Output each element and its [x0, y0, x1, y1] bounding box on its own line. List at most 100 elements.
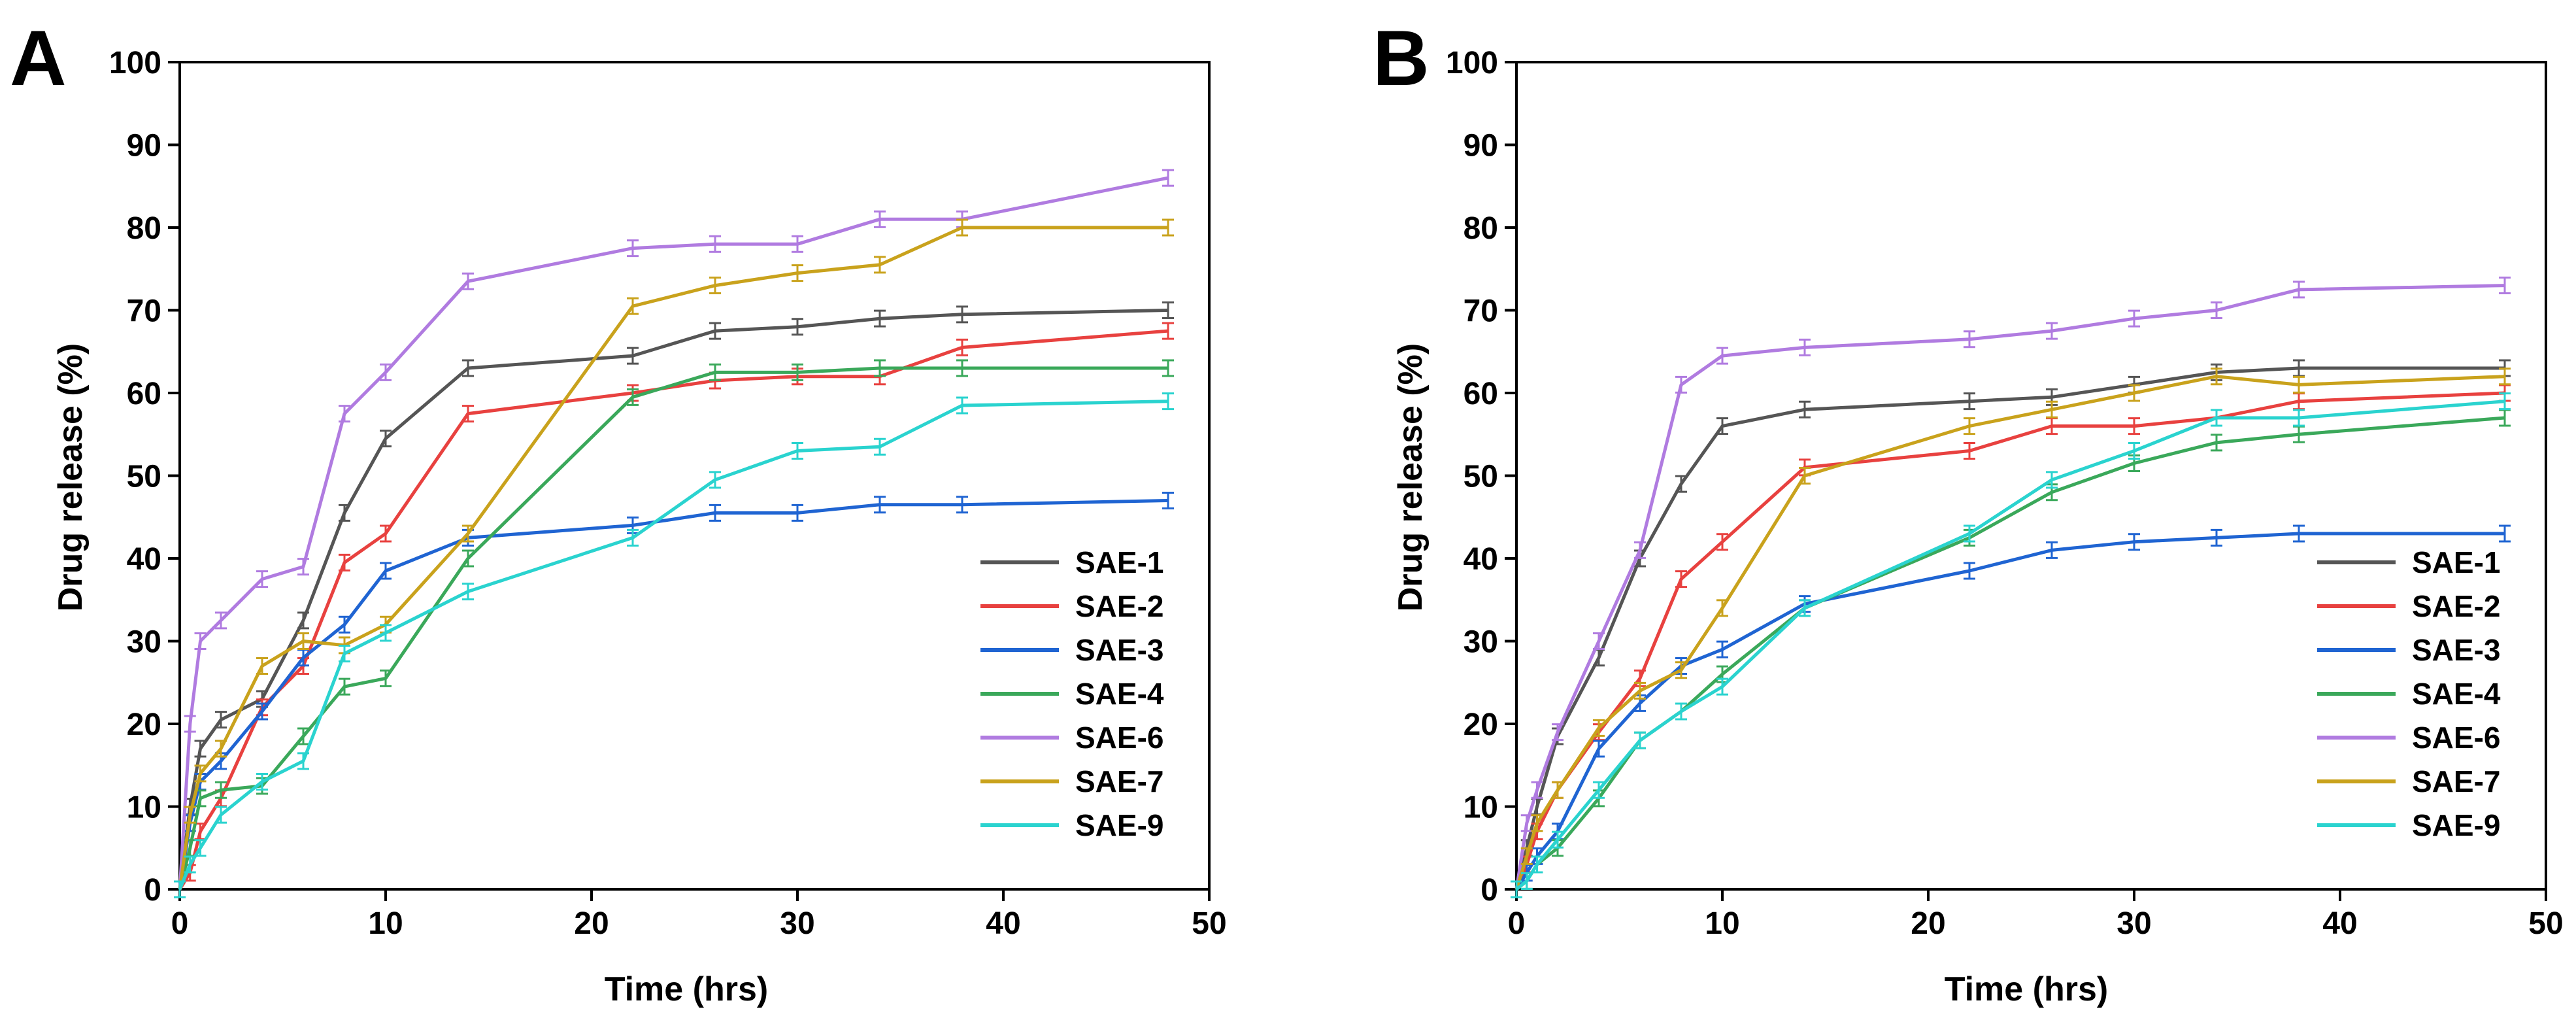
series-line-sae-6 [1514, 284, 2505, 890]
data-point-sae-4 [339, 677, 350, 696]
x-tick-label: 30 [2116, 906, 2151, 941]
data-point-sae-7 [1593, 719, 1605, 737]
data-point-sae-9 [956, 396, 968, 415]
data-point-sae-7 [2128, 384, 2140, 402]
data-point-sae-4 [462, 549, 474, 568]
data-point-sae-4 [627, 388, 639, 406]
data-point-sae-6 [1716, 347, 1728, 365]
series-line-sae-9 [1515, 400, 2505, 891]
data-point-sae-7 [194, 764, 207, 783]
x-tick-label: 20 [574, 906, 609, 941]
y-tick-label: 50 [127, 460, 161, 494]
data-point-sae-7 [215, 740, 227, 758]
legend-label-sae-2: SAE-2 [2412, 589, 2500, 623]
y-tick-label: 20 [127, 708, 161, 742]
data-point-sae-6 [380, 363, 392, 381]
data-point-sae-7 [2293, 375, 2305, 394]
legend-label-sae-1: SAE-1 [2412, 545, 2500, 579]
data-point-sae-1 [1716, 417, 1728, 435]
data-point-sae-3 [2128, 533, 2140, 551]
x-tick-label: 10 [368, 906, 403, 941]
data-point-sae-1 [1799, 400, 1811, 418]
y-axis-title-b: Drug release (%) [1392, 343, 1430, 611]
x-tick-label: 10 [1705, 906, 1739, 941]
data-point-sae-9 [297, 752, 309, 770]
data-point-sae-6 [2293, 281, 2305, 299]
data-point-sae-9 [792, 442, 803, 460]
data-point-sae-3 [1593, 740, 1605, 758]
y-tick-label: 40 [1464, 542, 1498, 577]
data-point-sae-7 [1552, 781, 1564, 799]
data-point-sae-9 [339, 644, 350, 662]
y-tick-label: 100 [1446, 46, 1498, 80]
data-point-sae-9 [1675, 702, 1687, 721]
panel-a: A 0 10 20 30 40 50 60 70 80 90 100 0 10 20 30 40 50 SAE-1… [10, 14, 1227, 1008]
panel-letter-a: A [10, 14, 67, 102]
y-axis-title-a: Drug release (%) [52, 343, 90, 611]
data-point-sae-9 [462, 583, 474, 601]
y-tick-label: 70 [1464, 294, 1498, 329]
series-line-sae-2 [178, 329, 1169, 891]
data-point-sae-7 [1634, 681, 1646, 700]
x-tick-label: 0 [171, 906, 189, 941]
x-tick-label: 0 [1508, 906, 1526, 941]
data-point-sae-9 [627, 528, 639, 547]
x-tick-label: 40 [2322, 906, 2357, 941]
data-point-sae-9 [1964, 524, 1975, 543]
data-point-sae-6 [1675, 375, 1687, 394]
data-point-sae-1 [709, 322, 721, 340]
data-point-sae-1 [339, 503, 350, 522]
data-point-sae-6 [1531, 781, 1543, 799]
data-point-sae-3 [956, 496, 968, 514]
data-point-sae-9 [2499, 392, 2511, 411]
data-point-sae-2 [1964, 442, 1975, 460]
data-point-sae-1 [194, 740, 207, 758]
data-point-sae-7 [2499, 367, 2511, 386]
data-point-sae-7 [1716, 599, 1728, 617]
legend-label-sae-9: SAE-9 [1075, 808, 1163, 842]
data-point-sae-4 [380, 669, 392, 687]
legend-label-sae-4: SAE-4 [2412, 677, 2501, 711]
data-point-sae-7 [184, 806, 196, 824]
data-point-sae-3 [1162, 491, 1174, 509]
data-point-sae-4 [2211, 434, 2222, 452]
data-point-sae-3 [2293, 524, 2305, 543]
data-point-sae-7 [1162, 218, 1174, 237]
legend-label-sae-6: SAE-6 [1075, 721, 1163, 755]
series-line-sae-4 [1515, 416, 2505, 891]
data-point-sae-7 [256, 657, 268, 675]
data-point-sae-9 [1593, 781, 1605, 799]
data-point-sae-1 [1675, 475, 1687, 493]
data-point-sae-6 [1162, 169, 1174, 187]
data-point-sae-9 [1552, 830, 1564, 849]
data-point-sae-1 [462, 359, 474, 377]
data-point-sae-6 [709, 235, 721, 253]
data-point-sae-1 [380, 430, 392, 448]
data-point-sae-9 [709, 471, 721, 489]
data-point-sae-1 [297, 611, 309, 630]
data-point-sae-9 [256, 773, 268, 791]
legend-label-sae-3: SAE-3 [2412, 633, 2500, 667]
data-point-sae-6 [2046, 322, 2058, 340]
data-point-sae-7 [2211, 367, 2222, 386]
data-point-sae-1 [956, 305, 968, 324]
data-point-sae-2 [956, 338, 968, 356]
data-point-sae-9 [2128, 442, 2140, 460]
data-point-sae-6 [339, 405, 350, 423]
panel-b: B 0 10 20 30 40 50 60 70 80 90 100 0 10 20 30 40 50 SAE-1… [1373, 14, 2564, 1008]
data-point-sae-3 [2211, 528, 2222, 547]
data-point-sae-7 [462, 524, 474, 543]
y-tick-label: 90 [127, 129, 161, 163]
panel-letter-b: B [1373, 14, 1430, 102]
data-point-sae-7 [709, 277, 721, 295]
legend-label-sae-6: SAE-6 [2412, 721, 2500, 755]
data-point-sae-6 [792, 235, 803, 253]
data-point-sae-9 [2046, 471, 2058, 489]
data-point-sae-4 [792, 363, 803, 381]
data-point-sae-9 [174, 880, 186, 898]
legend-a: SAE-1 SAE-2 SAE-3 SAE-4 SAE-6 SAE-7 SAE-9 [980, 545, 1164, 842]
x-axis-title-b: Time (hrs) [1945, 970, 2108, 1008]
data-point-sae-2 [339, 553, 350, 572]
data-point-sae-9 [1520, 872, 1533, 890]
data-point-sae-3 [339, 615, 350, 634]
